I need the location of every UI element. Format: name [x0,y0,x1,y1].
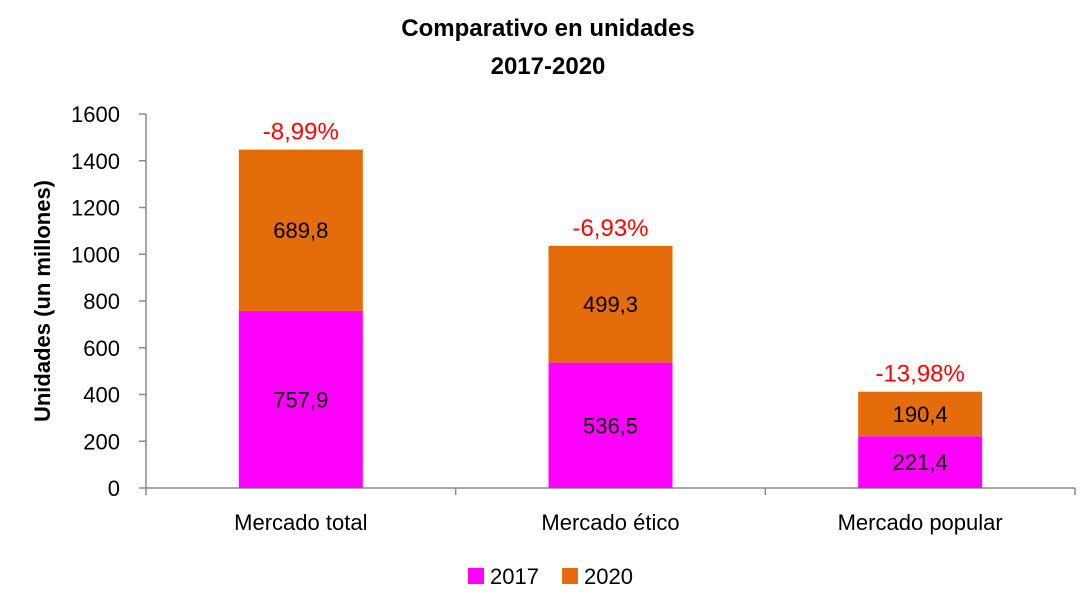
x-tick-label: Mercado ético [541,510,679,535]
data-label: 499,3 [583,292,638,317]
bars-layer [238,149,983,488]
y-tick-label: 0 [108,476,120,501]
data-label: 757,9 [273,387,328,412]
legend-swatch [468,568,484,584]
legend-label: 2017 [490,564,539,589]
y-tick-label: 1400 [71,149,120,174]
bar-2017-2 [858,436,983,488]
bar-2017-0 [238,310,363,488]
data-label: 190,4 [893,402,948,427]
data-label: 221,4 [893,450,948,475]
y-tick-label: 1600 [71,102,120,127]
y-tick-label: 600 [83,336,120,361]
legend: 2017 2020 [468,564,633,589]
legend-label: 2020 [584,564,633,589]
legend-swatch [562,568,578,584]
y-tick-label: 800 [83,289,120,314]
bar-2017-1 [548,362,673,488]
percent-change-label: -13,98% [875,361,964,388]
y-axis-title: Unidades (un millones) [30,180,55,422]
data-label: 689,8 [273,218,328,243]
y-tick-label: 200 [83,429,120,454]
y-tick-label: 1000 [71,242,120,267]
chart-title-group: Comparativo en unidades 2017-2020 [401,15,694,80]
bar-2020-2 [858,391,983,437]
data-labels-layer: 757,9 689,8 536,5 499,3 221,4 190,4 [273,218,947,475]
x-axis: Mercado total Mercado ético Mercado popula… [145,487,1076,535]
chart-title-line-1: Comparativo en unidades [401,15,694,42]
x-tick-label: Mercado popular [838,510,1003,535]
bar-2020-1 [548,245,673,363]
y-tick-label: 400 [83,383,120,408]
y-axis: 0 200 400 600 800 1000 1200 1400 1600 [71,102,147,501]
bar-2020-0 [238,149,363,311]
y-tick-label: 1200 [71,196,120,221]
percent-change-label: -8,99% [263,119,339,146]
x-tick-label: Mercado total [234,510,367,535]
percent-change-label: -6,93% [572,215,648,242]
data-label: 536,5 [583,413,638,438]
chart-title-line-2: 2017-2020 [491,53,606,80]
annotations-layer: -8,99% -6,93% -13,98% [263,119,965,388]
